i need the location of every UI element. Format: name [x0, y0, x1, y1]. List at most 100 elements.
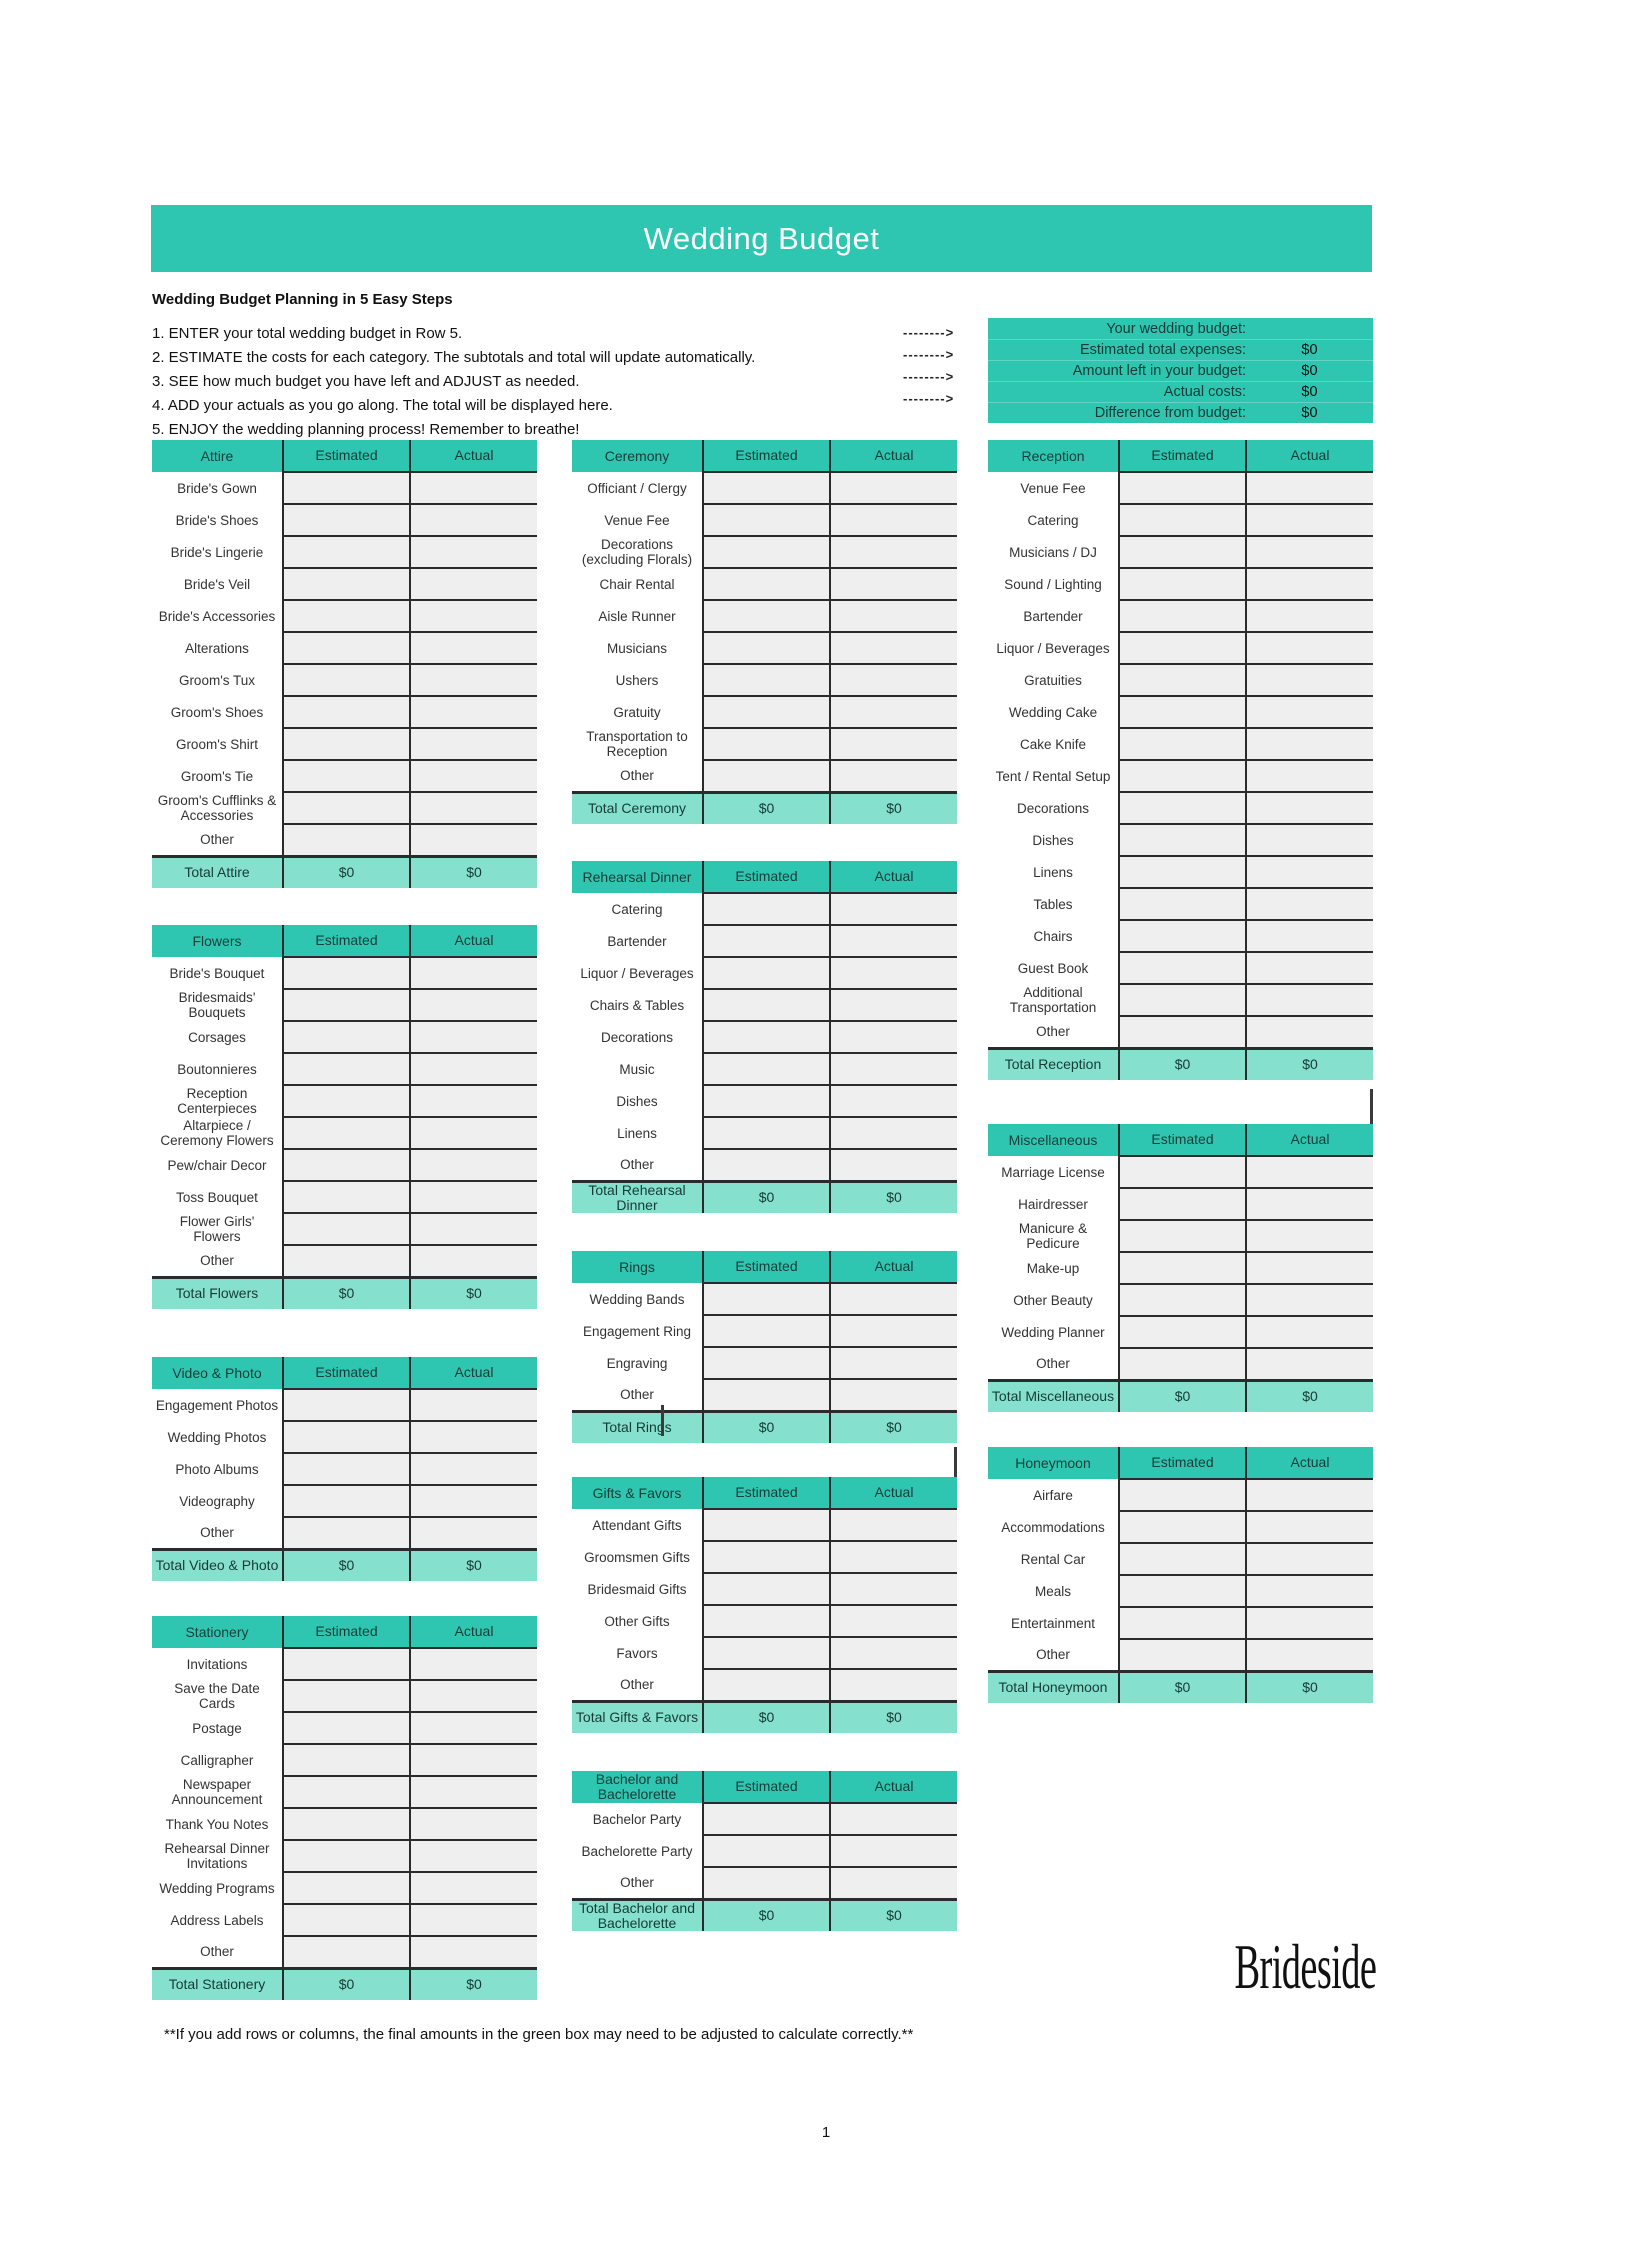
summary-value-cell[interactable]: $0	[1301, 405, 1318, 421]
estimated-cell[interactable]	[282, 536, 410, 569]
estimated-cell[interactable]	[282, 1517, 410, 1550]
actual-cell[interactable]	[1245, 1156, 1373, 1189]
actual-cell[interactable]	[829, 728, 957, 761]
actual-cell[interactable]	[1245, 600, 1373, 633]
estimated-cell[interactable]	[702, 1541, 830, 1574]
estimated-cell[interactable]	[702, 1379, 830, 1412]
estimated-cell[interactable]	[282, 1936, 410, 1969]
actual-cell[interactable]	[1245, 1220, 1373, 1253]
actual-cell[interactable]	[409, 728, 537, 761]
estimated-cell[interactable]	[1118, 1479, 1246, 1512]
actual-cell[interactable]	[1245, 1511, 1373, 1544]
actual-cell[interactable]	[829, 600, 957, 633]
estimated-cell[interactable]	[702, 1637, 830, 1670]
actual-cell[interactable]	[1245, 728, 1373, 761]
estimated-cell[interactable]	[1118, 1639, 1246, 1672]
actual-cell[interactable]	[409, 989, 537, 1022]
estimated-cell[interactable]	[1118, 664, 1246, 697]
actual-cell[interactable]	[1245, 760, 1373, 793]
actual-cell[interactable]	[409, 632, 537, 665]
estimated-cell[interactable]	[282, 1085, 410, 1118]
estimated-cell[interactable]	[702, 1315, 830, 1348]
actual-cell[interactable]	[409, 664, 537, 697]
actual-cell[interactable]	[409, 1517, 537, 1550]
estimated-cell[interactable]	[702, 1283, 830, 1316]
estimated-cell[interactable]	[1118, 472, 1246, 505]
estimated-cell[interactable]	[702, 1573, 830, 1606]
estimated-cell[interactable]	[282, 1485, 410, 1518]
summary-value-cell[interactable]: $0	[1301, 363, 1318, 379]
estimated-cell[interactable]	[1118, 1252, 1246, 1285]
estimated-cell[interactable]	[1118, 728, 1246, 761]
estimated-cell[interactable]	[1118, 568, 1246, 601]
actual-cell[interactable]	[829, 1867, 957, 1900]
actual-cell[interactable]	[409, 1245, 537, 1278]
actual-cell[interactable]	[1245, 1348, 1373, 1381]
estimated-cell[interactable]	[282, 1213, 410, 1246]
actual-cell[interactable]	[409, 600, 537, 633]
estimated-cell[interactable]	[702, 1605, 830, 1638]
estimated-cell[interactable]	[282, 568, 410, 601]
actual-cell[interactable]	[409, 1904, 537, 1937]
actual-cell[interactable]	[829, 1053, 957, 1086]
estimated-cell[interactable]	[1118, 1188, 1246, 1221]
actual-cell[interactable]	[409, 1053, 537, 1086]
actual-cell[interactable]	[1245, 952, 1373, 985]
actual-cell[interactable]	[829, 1347, 957, 1380]
actual-cell[interactable]	[1245, 984, 1373, 1017]
estimated-cell[interactable]	[702, 893, 830, 926]
estimated-cell[interactable]	[1118, 984, 1246, 1017]
estimated-cell[interactable]	[282, 1872, 410, 1905]
estimated-cell[interactable]	[1118, 1511, 1246, 1544]
estimated-cell[interactable]	[702, 568, 830, 601]
actual-cell[interactable]	[1245, 1016, 1373, 1049]
estimated-cell[interactable]	[702, 1149, 830, 1182]
estimated-cell[interactable]	[282, 1181, 410, 1214]
estimated-cell[interactable]	[1118, 1316, 1246, 1349]
estimated-cell[interactable]	[282, 1712, 410, 1745]
actual-cell[interactable]	[409, 696, 537, 729]
estimated-cell[interactable]	[282, 1808, 410, 1841]
estimated-cell[interactable]	[1118, 600, 1246, 633]
actual-cell[interactable]	[409, 1213, 537, 1246]
actual-cell[interactable]	[409, 824, 537, 857]
estimated-cell[interactable]	[282, 824, 410, 857]
estimated-cell[interactable]	[282, 600, 410, 633]
estimated-cell[interactable]	[702, 472, 830, 505]
estimated-cell[interactable]	[282, 728, 410, 761]
actual-cell[interactable]	[1245, 1252, 1373, 1285]
actual-cell[interactable]	[409, 1872, 537, 1905]
actual-cell[interactable]	[1245, 632, 1373, 665]
estimated-cell[interactable]	[282, 664, 410, 697]
actual-cell[interactable]	[829, 568, 957, 601]
actual-cell[interactable]	[409, 1389, 537, 1422]
estimated-cell[interactable]	[282, 1421, 410, 1454]
actual-cell[interactable]	[829, 696, 957, 729]
estimated-cell[interactable]	[1118, 504, 1246, 537]
actual-cell[interactable]	[829, 1835, 957, 1868]
actual-cell[interactable]	[829, 1085, 957, 1118]
actual-cell[interactable]	[829, 1117, 957, 1150]
actual-cell[interactable]	[829, 632, 957, 665]
actual-cell[interactable]	[829, 664, 957, 697]
estimated-cell[interactable]	[702, 1803, 830, 1836]
summary-value-cell[interactable]: $0	[1301, 384, 1318, 400]
actual-cell[interactable]	[829, 1669, 957, 1702]
actual-cell[interactable]	[409, 1776, 537, 1809]
estimated-cell[interactable]	[282, 1680, 410, 1713]
estimated-cell[interactable]	[1118, 1607, 1246, 1640]
estimated-cell[interactable]	[702, 989, 830, 1022]
estimated-cell[interactable]	[282, 1776, 410, 1809]
actual-cell[interactable]	[409, 1808, 537, 1841]
estimated-cell[interactable]	[702, 925, 830, 958]
actual-cell[interactable]	[409, 1117, 537, 1150]
actual-cell[interactable]	[829, 1573, 957, 1606]
estimated-cell[interactable]	[282, 1389, 410, 1422]
estimated-cell[interactable]	[1118, 824, 1246, 857]
estimated-cell[interactable]	[282, 1245, 410, 1278]
actual-cell[interactable]	[409, 472, 537, 505]
actual-cell[interactable]	[829, 1637, 957, 1670]
estimated-cell[interactable]	[1118, 1284, 1246, 1317]
actual-cell[interactable]	[409, 1181, 537, 1214]
estimated-cell[interactable]	[1118, 1575, 1246, 1608]
